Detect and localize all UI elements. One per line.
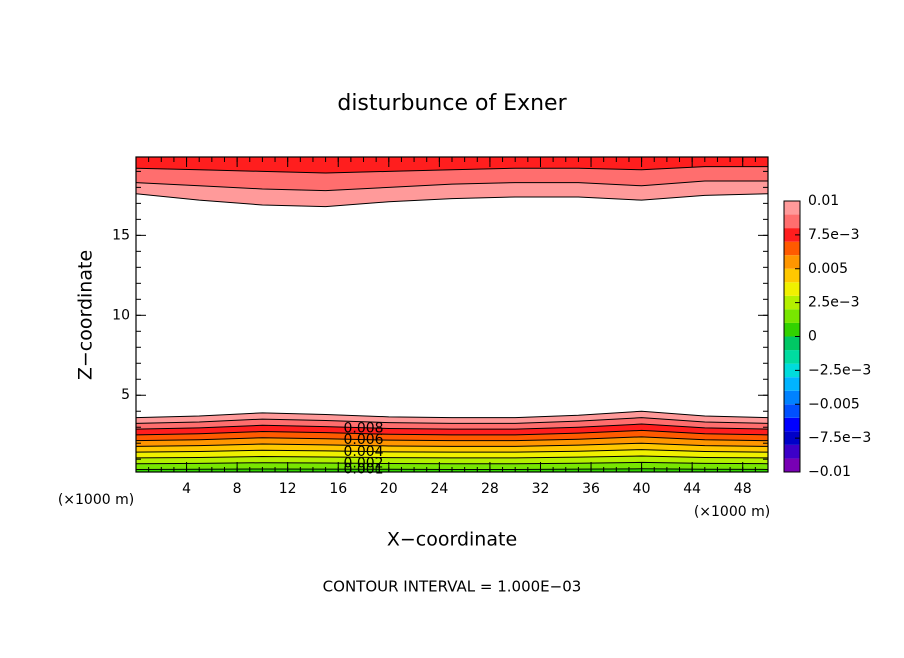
y-axis-label: Z−coordinate: [75, 250, 97, 380]
contour-label: 0.008: [343, 421, 383, 437]
x-tick-label: 24: [430, 481, 448, 497]
contour-line: [136, 180, 768, 192]
colorbar-band: [784, 255, 800, 269]
x-tick-label: 40: [633, 481, 651, 497]
colorbar-band: [784, 444, 800, 459]
y-tick-label: 5: [121, 387, 130, 403]
colorbar-band: [784, 431, 800, 445]
colorbar-band: [784, 295, 800, 310]
colorbar-band: [784, 201, 800, 215]
x-tick-label: 48: [734, 481, 752, 497]
colorbar-tick-label: −7.5e−3: [808, 430, 871, 446]
contour-line: [136, 166, 768, 174]
colorbar-band: [784, 417, 800, 432]
contour-label: 0.004: [343, 444, 383, 460]
colorbar-tick-label: 0.01: [808, 193, 839, 209]
colorbar-band: [784, 268, 800, 283]
x-tick-label: 44: [683, 481, 701, 497]
x-tick-label: 32: [532, 481, 550, 497]
x-tick-label: 20: [380, 481, 398, 497]
colorbar-band: [784, 228, 800, 242]
contour-label: 0.002: [343, 456, 383, 472]
colorbar-band: [784, 282, 800, 296]
chart-title: disturbunce of Exner: [337, 91, 567, 116]
x-axis-label: X−coordinate: [387, 529, 517, 551]
contour-line: [136, 193, 768, 208]
x-tick-label: 8: [233, 481, 242, 497]
contour-line: [136, 429, 768, 436]
colorbar-tick-label: 2.5e−3: [808, 295, 860, 311]
colorbar-tick-label: 0: [808, 329, 817, 345]
contour-label: 0.006: [343, 432, 383, 448]
colorbar-band: [784, 350, 800, 364]
colorbar-band: [784, 241, 800, 256]
colorbar-tick-label: 7.5e−3: [808, 227, 860, 243]
colorbar-tick-label: −0.01: [808, 464, 851, 480]
y-tick-label: 15: [112, 227, 130, 243]
contour-line: [136, 461, 768, 465]
y-tick-label: 10: [112, 307, 130, 323]
colorbar-band: [784, 404, 800, 418]
plot-area: [136, 157, 768, 472]
contour-line: [136, 423, 768, 430]
colorbar-band: [784, 309, 800, 323]
x-unit-label: (×1000 m): [58, 492, 134, 508]
contour-line: [136, 436, 768, 442]
x-tick-label: 36: [582, 481, 600, 497]
footer-note: CONTOUR INTERVAL = 1.000E−03: [323, 578, 582, 596]
contour-line: [136, 410, 768, 419]
x-tick-label: 4: [182, 481, 191, 497]
x-tick-label: 12: [279, 481, 297, 497]
colorbar-tick-label: 0.005: [808, 261, 848, 277]
x-tick-label: 16: [329, 481, 347, 497]
colorbar-tick-label: −2.5e−3: [808, 362, 871, 378]
contour-line: [136, 417, 768, 424]
contour-line: [136, 455, 768, 459]
colorbar-band: [784, 390, 800, 405]
x-tick-label: 28: [481, 481, 499, 497]
colorbar-band: [784, 322, 800, 337]
colorbar-band: [784, 214, 800, 229]
colorbar-band: [784, 377, 800, 391]
colorbar-tick-label: −0.005: [808, 396, 860, 412]
contour-line: [136, 449, 768, 453]
x-unit-label: (×1000 m): [694, 504, 770, 520]
colorbar-band: [784, 458, 800, 472]
colorbar-band: [784, 336, 800, 351]
contour-line: [136, 442, 768, 447]
colorbar-band: [784, 363, 800, 378]
